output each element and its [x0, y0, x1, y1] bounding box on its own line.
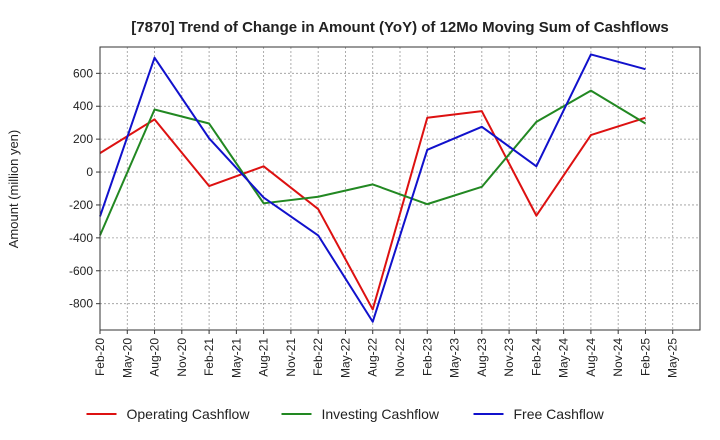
y-tick-label: -600 [69, 264, 93, 278]
y-tick-label: 0 [86, 165, 93, 179]
x-tick-label: May-22 [338, 338, 352, 378]
x-axis-ticks: Feb-20 May-20 Aug-20 Nov-20 Feb-21 May-21 Aug-… [93, 330, 680, 378]
y-tick-label: 200 [73, 132, 93, 146]
x-tick-label: Feb-22 [311, 338, 325, 376]
x-tick-label: May-25 [666, 338, 680, 378]
y-axis-ticks: 600 400 200 0 -200 -400 -600 -800 [69, 66, 100, 311]
x-tick-label: May-24 [557, 338, 571, 378]
y-tick-label: -400 [69, 231, 93, 245]
x-tick-label: Feb-24 [529, 338, 543, 376]
legend-label-operating-cashflow: Operating Cashflow [127, 406, 251, 422]
x-tick-label: Nov-22 [393, 338, 407, 377]
x-tick-label: Feb-25 [638, 338, 652, 376]
grid [100, 47, 700, 330]
series-line-free-cashflow [99, 53, 646, 323]
y-tick-label: 600 [73, 66, 93, 80]
y-axis-label: Amount (million yen) [6, 130, 21, 249]
x-tick-label: May-21 [229, 338, 243, 378]
series-line-operating-cashflow [99, 110, 646, 311]
x-tick-label: Aug-21 [257, 338, 271, 377]
legend-label-free-cashflow: Free Cashflow [514, 406, 605, 422]
x-tick-label: Aug-22 [366, 338, 380, 377]
legend-label-investing-cashflow: Investing Cashflow [322, 406, 440, 422]
x-tick-label: Feb-21 [202, 338, 216, 376]
y-tick-label: 400 [73, 99, 93, 113]
legend: Operating Cashflow Investing Cashflow Free… [86, 406, 605, 422]
x-tick-label: Nov-23 [502, 338, 516, 377]
y-tick-label: -200 [69, 198, 93, 212]
x-tick-label: May-20 [120, 338, 134, 378]
x-tick-label: May-23 [448, 338, 462, 378]
x-tick-label: Nov-21 [284, 338, 298, 377]
x-tick-label: Aug-24 [584, 338, 598, 377]
series-line-investing-cashflow [99, 89, 646, 236]
x-tick-label: Feb-23 [420, 338, 434, 376]
x-tick-label: Feb-20 [93, 338, 107, 376]
x-tick-label: Nov-20 [175, 338, 189, 377]
chart-title: [7870] Trend of Change in Amount (YoY) o… [131, 19, 669, 36]
series-group [99, 53, 646, 323]
y-tick-label: -800 [69, 297, 93, 311]
x-tick-label: Nov-24 [611, 338, 625, 377]
x-tick-label: Aug-20 [148, 338, 162, 377]
x-tick-label: Aug-23 [475, 338, 489, 377]
